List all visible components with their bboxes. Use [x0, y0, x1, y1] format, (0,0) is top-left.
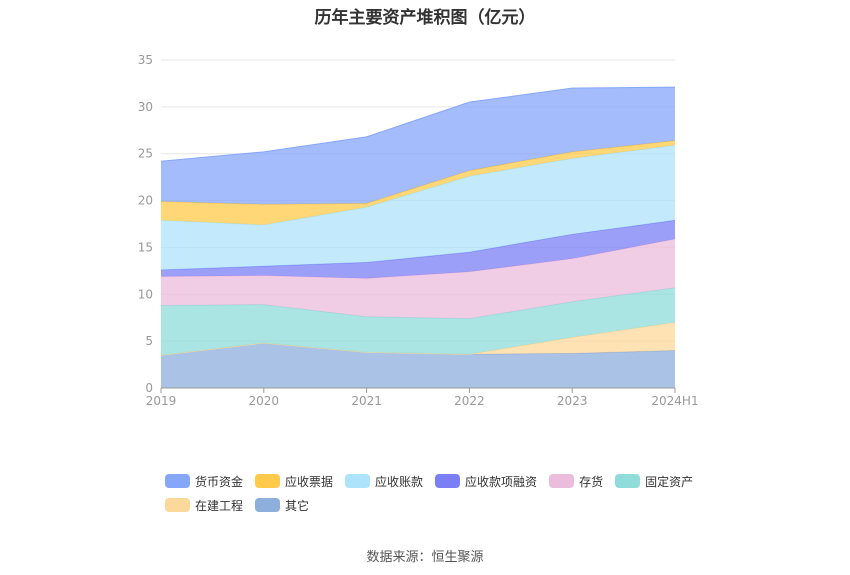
y-tick-label: 35: [138, 53, 153, 67]
legend-item[interactable]: 固定资产: [615, 473, 693, 489]
area-series-5: [161, 220, 675, 279]
legend-label: 货币资金: [195, 474, 244, 489]
legend-swatch: [615, 474, 641, 488]
x-tick-label: 2019: [146, 394, 177, 408]
x-tick-label: 2021: [351, 394, 382, 408]
area-series-3: [161, 287, 675, 356]
area-series-2: [161, 322, 675, 356]
legend-swatch: [165, 498, 190, 512]
legend-label: 存货: [579, 474, 604, 489]
y-tick-label: 5: [145, 334, 153, 348]
legend-item[interactable]: 其它: [255, 497, 309, 513]
legend-item[interactable]: 存货: [549, 473, 603, 489]
y-tick-label: 30: [138, 100, 153, 114]
area-series-4: [161, 238, 675, 319]
x-tick-label: 2023: [557, 394, 588, 408]
legend-item[interactable]: 在建工程: [165, 497, 243, 513]
area-series-7: [161, 140, 675, 225]
legend: 货币资金 应收票据 应收账款 应收款项融资 存货 固定资产在建工程 其它: [165, 473, 725, 513]
y-tick-label: 25: [138, 147, 153, 161]
legend-swatch: [255, 498, 281, 512]
legend-label: 其它: [285, 498, 310, 513]
area-series: [160, 86, 676, 388]
legend-swatch: [255, 474, 281, 488]
axes: 0 5 10 15 20 25 30 35 2019 2020 2021 2022 2023 2024H1: [138, 53, 699, 408]
legend-item[interactable]: 应收款项融资: [435, 473, 537, 489]
legend-label: 应收票据: [285, 474, 334, 489]
legend-item[interactable]: 应收票据: [255, 473, 333, 489]
legend-item[interactable]: 货币资金: [165, 473, 243, 489]
data-source: 数据来源：恒生聚源: [366, 550, 484, 565]
area-series-8: [161, 87, 675, 205]
legend-item[interactable]: 应收账款: [345, 473, 423, 489]
legend-label: 应收款项融资: [465, 474, 538, 489]
legend-label: 在建工程: [195, 498, 244, 513]
legend-swatch: [165, 474, 190, 488]
y-tick-label: 20: [138, 194, 153, 208]
series-line-8: [160, 86, 676, 162]
y-tick-label: 15: [138, 240, 153, 254]
y-tick-label: 0: [145, 381, 153, 395]
legend-swatch: [549, 474, 575, 488]
area-series-1: [161, 343, 675, 388]
legend-swatch: [345, 474, 371, 488]
x-tick-label: 2022: [454, 394, 485, 408]
x-tick-label: 2020: [249, 394, 280, 408]
area-series-6: [161, 145, 675, 270]
stacked-area-chart: 0 5 10 15 20 25 30 35 2019 2020 2021 2022 2023 2024H1: [138, 53, 699, 408]
legend-label: 固定资产: [645, 474, 694, 489]
x-tick-label: 2024H1: [651, 394, 698, 408]
y-tick-label: 10: [138, 287, 153, 301]
legend-swatch: [435, 474, 461, 488]
chart-title: 历年主要资产堆积图（亿元）: [314, 8, 536, 28]
legend-label: 应收账款: [375, 474, 424, 489]
